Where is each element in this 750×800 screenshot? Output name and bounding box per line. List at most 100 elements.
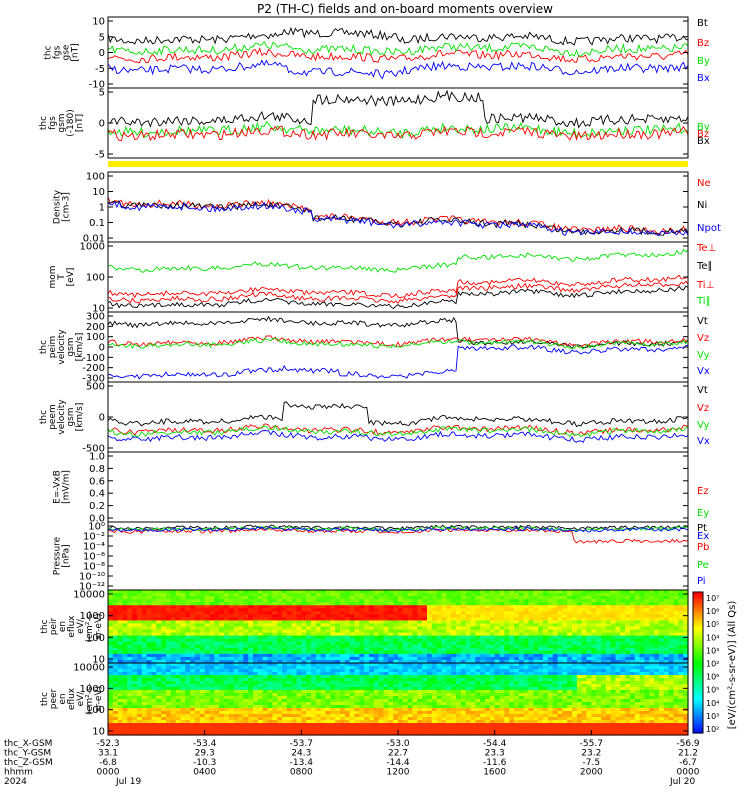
heatmap-cell bbox=[190, 669, 196, 673]
heatmap-cell bbox=[543, 611, 549, 615]
heatmap-cell bbox=[393, 711, 399, 715]
heatmap-cell bbox=[228, 599, 235, 603]
heatmap-cell bbox=[146, 614, 153, 618]
heatmap-cell bbox=[659, 602, 665, 606]
heatmap-cell bbox=[277, 611, 283, 615]
heatmap-cell bbox=[137, 599, 143, 603]
heatmap-cell bbox=[185, 644, 191, 649]
heatmap-cell bbox=[301, 696, 307, 700]
heatmap-cell bbox=[199, 663, 206, 667]
heatmap-cell bbox=[175, 644, 182, 649]
heatmap-cell bbox=[108, 620, 114, 625]
heatmap-cell bbox=[649, 611, 655, 615]
heatmap-cell bbox=[301, 632, 307, 637]
heatmap-cell bbox=[441, 687, 447, 691]
heatmap-cell bbox=[262, 699, 269, 703]
heatmap-cell bbox=[296, 672, 302, 676]
heatmap-cell bbox=[422, 711, 428, 715]
heatmap-cell bbox=[373, 611, 380, 615]
heatmap-cell bbox=[596, 635, 602, 640]
heatmap-cell bbox=[412, 644, 418, 649]
heatmap-cell bbox=[175, 614, 182, 618]
heatmap-cell bbox=[576, 611, 583, 615]
heatmap-cell bbox=[422, 687, 428, 691]
heatmap-cell bbox=[112, 599, 119, 603]
heatmap-cell bbox=[514, 623, 520, 628]
heatmap-cell bbox=[344, 720, 351, 724]
heatmap-cell bbox=[315, 675, 322, 679]
heatmap-cell bbox=[349, 717, 356, 721]
heatmap-cell bbox=[369, 726, 375, 730]
heatmap-cell bbox=[325, 647, 331, 652]
heatmap-cell bbox=[683, 659, 689, 664]
heatmap-cell bbox=[243, 684, 249, 688]
heatmap-cell bbox=[253, 702, 259, 706]
heatmap-cell bbox=[233, 599, 240, 603]
heatmap-cell bbox=[311, 617, 317, 622]
heatmap-cell bbox=[514, 593, 520, 597]
heatmap-cell bbox=[668, 641, 675, 646]
heatmap-cell bbox=[224, 629, 230, 634]
heatmap-cell bbox=[151, 593, 157, 597]
heatmap-cell bbox=[663, 602, 670, 606]
heatmap-cell bbox=[117, 693, 124, 697]
heatmap-cell bbox=[199, 702, 206, 706]
heatmap-cell bbox=[668, 638, 675, 643]
heatmap-cell bbox=[422, 684, 428, 688]
heatmap-cell bbox=[557, 647, 563, 652]
heatmap-cell bbox=[199, 705, 206, 709]
heatmap-cell bbox=[117, 611, 124, 615]
ylabel-peem_vel: gsm bbox=[66, 407, 76, 426]
heatmap-cell bbox=[248, 629, 254, 634]
heatmap-cell bbox=[262, 656, 269, 661]
heatmap-cell bbox=[175, 702, 182, 706]
heatmap-cell bbox=[630, 614, 636, 618]
heatmap-cell bbox=[156, 723, 162, 727]
heatmap-cell bbox=[219, 605, 225, 609]
heatmap-cell bbox=[427, 632, 433, 637]
heatmap-cell bbox=[122, 611, 128, 615]
heatmap-cell bbox=[509, 635, 515, 640]
heatmap-cell bbox=[480, 672, 486, 676]
heatmap-cell bbox=[668, 596, 675, 600]
heatmap-cell bbox=[166, 638, 172, 643]
heatmap-cell bbox=[272, 702, 278, 706]
heatmap-cell bbox=[166, 611, 172, 615]
heatmap-cell bbox=[209, 684, 215, 688]
heatmap-cell bbox=[538, 626, 544, 631]
heatmap-cell bbox=[291, 723, 298, 727]
heatmap-cell bbox=[562, 644, 568, 649]
heatmap-cell bbox=[625, 599, 631, 603]
heatmap-cell bbox=[436, 605, 443, 609]
heatmap-cell bbox=[228, 678, 235, 682]
heatmap-cell bbox=[494, 647, 501, 652]
heatmap-cell bbox=[630, 617, 636, 622]
heatmap-cell bbox=[301, 620, 307, 625]
heatmap-cell bbox=[228, 596, 235, 600]
heatmap-cell bbox=[610, 650, 617, 655]
heatmap-cell bbox=[644, 632, 650, 637]
heatmap-cell bbox=[431, 593, 438, 597]
heatmap-cell bbox=[277, 693, 283, 697]
heatmap-cell bbox=[170, 647, 177, 652]
heatmap-cell bbox=[185, 723, 191, 727]
heatmap-cell bbox=[451, 620, 457, 625]
series-line-fgs_gse-2 bbox=[107, 40, 689, 57]
heatmap-cell bbox=[306, 608, 312, 612]
heatmap-cell bbox=[170, 669, 177, 673]
heatmap-cell bbox=[170, 684, 177, 688]
heatmap-cell bbox=[451, 599, 457, 603]
heatmap-cell bbox=[547, 641, 554, 646]
heatmap-cell bbox=[243, 717, 249, 721]
heatmap-cell bbox=[151, 708, 157, 712]
heatmap-cell bbox=[417, 608, 423, 612]
heatmap-cell bbox=[156, 650, 162, 655]
heatmap-cell bbox=[475, 626, 481, 631]
heatmap-cell bbox=[238, 617, 244, 622]
heatmap-cell bbox=[199, 605, 206, 609]
heatmap-cell bbox=[678, 593, 684, 597]
heatmap-cell bbox=[199, 611, 206, 615]
heatmap-cell bbox=[219, 672, 225, 676]
heatmap-cell bbox=[523, 635, 530, 640]
heatmap-cell bbox=[233, 729, 240, 733]
